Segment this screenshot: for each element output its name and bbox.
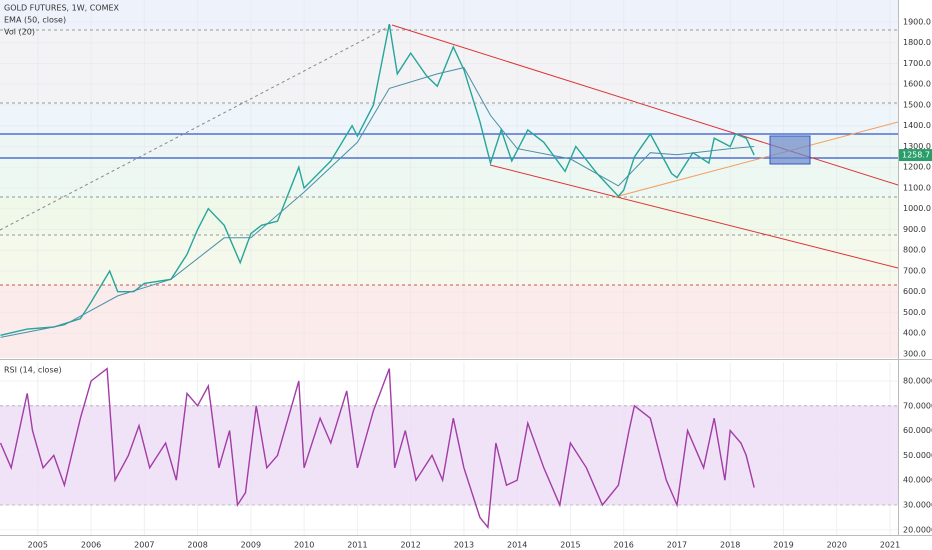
y-tick-label: 1800.0 xyxy=(903,38,931,47)
x-tick-label: 2016 xyxy=(614,541,634,550)
x-tick-label: 2011 xyxy=(347,541,367,550)
grid xyxy=(0,0,898,535)
y-tick-label: 300.0 xyxy=(903,349,926,358)
y-tick-label: 1400.0 xyxy=(903,121,931,130)
y-tick-label: 1900.0 xyxy=(903,17,931,26)
series-line xyxy=(0,367,755,530)
y-tick-label: 1200.0 xyxy=(903,163,931,172)
x-tick-label: 2010 xyxy=(294,541,314,550)
x-tick-label: 2018 xyxy=(720,541,740,550)
chart-title: GOLD FUTURES, 1W, COMEX xyxy=(4,4,120,13)
rsi-title: RSI (14, close) xyxy=(4,366,62,375)
x-tick-label: 2007 xyxy=(134,541,154,550)
y-tick-label: 600.0 xyxy=(903,287,926,296)
y-tick-label: 50.0000 xyxy=(903,451,932,460)
x-tick-label: 2012 xyxy=(400,541,420,550)
background-bands xyxy=(0,0,898,358)
y-tick-label: 1100.0 xyxy=(903,183,931,192)
last-price-label: 1258.7 xyxy=(902,151,930,160)
y-tick-label: 400.0 xyxy=(903,329,926,338)
y-tick-label: 500.0 xyxy=(903,308,926,317)
plot xyxy=(0,23,755,530)
x-tick-label: 2021 xyxy=(880,541,900,550)
series-line xyxy=(0,67,755,338)
y-tick-label: 80.0000 xyxy=(903,376,932,385)
y-tick-label: 40.0000 xyxy=(903,476,932,485)
y-tick-label: 900.0 xyxy=(903,225,926,234)
y-tick-label: 1700.0 xyxy=(903,59,931,68)
indicator-label: Vol (20) xyxy=(4,28,35,37)
y-tick-label: 1000.0 xyxy=(903,204,931,213)
drawings xyxy=(0,24,899,286)
y-tick-label: 70.0000 xyxy=(903,401,932,410)
x-tick-label: 2014 xyxy=(507,541,527,550)
x-tick-label: 2005 xyxy=(28,541,48,550)
x-tick-label: 2015 xyxy=(560,541,580,550)
x-tick-label: 2006 xyxy=(81,541,101,550)
y-tick-label: 1600.0 xyxy=(903,80,931,89)
last-price-box xyxy=(899,149,932,162)
y-tick-label: 800.0 xyxy=(903,246,926,255)
indicator-label: EMA (50, close) xyxy=(4,16,66,25)
y-tick-label: 1500.0 xyxy=(903,100,931,109)
y-tick-label: 30.0000 xyxy=(903,500,932,509)
x-tick-label: 2020 xyxy=(827,541,847,550)
y-tick-label: 1300.0 xyxy=(903,142,931,151)
x-tick-label: 2009 xyxy=(241,541,261,550)
x-tick-label: 2008 xyxy=(187,541,207,550)
y-tick-label: 20.0000 xyxy=(903,525,932,534)
x-tick-label: 2013 xyxy=(454,541,474,550)
x-tick-label: 2019 xyxy=(773,541,793,550)
x-tick-label: 2017 xyxy=(667,541,687,550)
series-line xyxy=(0,23,755,336)
y-tick-label: 60.0000 xyxy=(903,426,932,435)
y-tick-label: 700.0 xyxy=(903,266,926,275)
